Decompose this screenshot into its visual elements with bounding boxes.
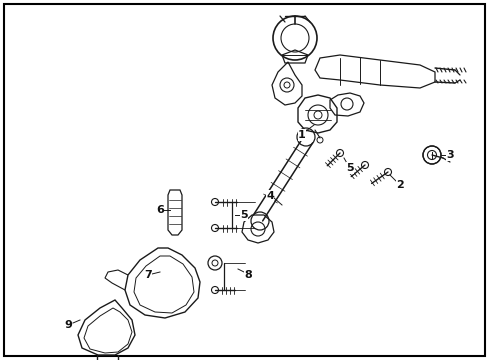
Text: 6: 6	[156, 205, 163, 215]
Text: 9: 9	[64, 320, 72, 330]
Circle shape	[212, 260, 218, 266]
Text: 5: 5	[240, 210, 247, 220]
Text: 4: 4	[265, 191, 273, 201]
Text: 3: 3	[445, 150, 453, 160]
Text: 1: 1	[298, 130, 305, 140]
Circle shape	[313, 111, 321, 119]
Text: 2: 2	[395, 180, 403, 190]
Text: 7: 7	[144, 270, 152, 280]
Text: 8: 8	[244, 270, 251, 280]
Circle shape	[284, 82, 289, 88]
Text: 5: 5	[346, 163, 353, 173]
